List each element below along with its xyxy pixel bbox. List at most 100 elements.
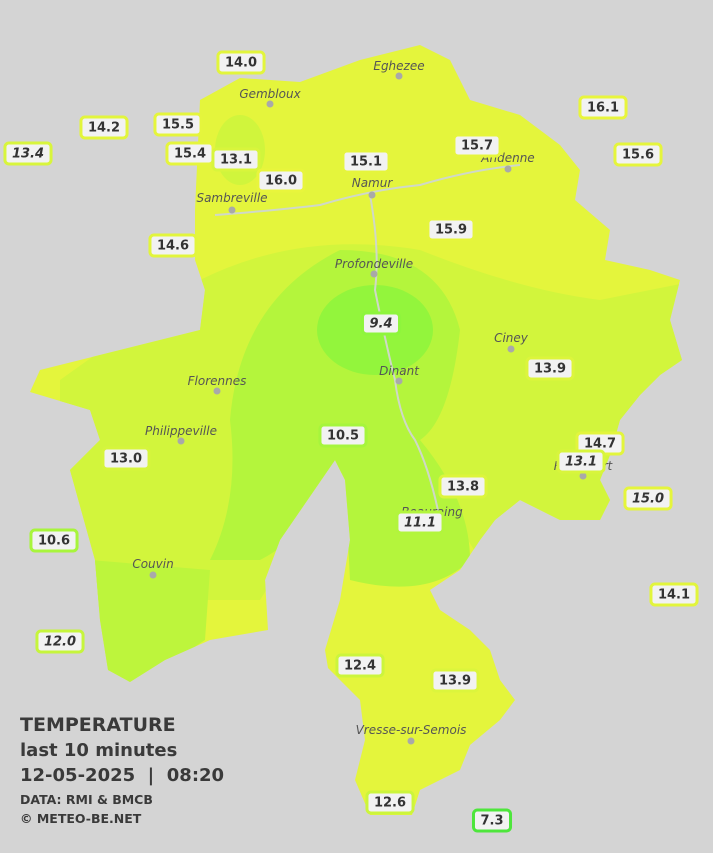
station: 7.3 [471,808,513,833]
station-value: 14.2 [88,121,120,136]
station-box [438,474,488,499]
station-value: 13.1 [565,455,597,470]
station-box [3,141,53,166]
station-box [452,133,502,158]
station: 13.9 [525,356,575,381]
station-value: 10.6 [38,534,70,549]
station-value: 14.0 [225,56,257,71]
station-box [525,356,575,381]
station: 14.0 [216,50,266,75]
station-value: 15.6 [622,148,654,163]
station-value: 13.8 [447,480,479,495]
station: 14.1 [649,582,699,607]
station: 15.1 [341,149,391,174]
station-box [101,446,151,471]
city-label: Sambreville [196,191,267,205]
station: 13.8 [438,474,488,499]
station-value: 16.0 [265,174,297,189]
station-box [365,790,415,815]
city-dot [213,387,221,395]
city-dot [266,100,274,108]
station-box [430,668,480,693]
station: 15.5 [153,112,203,137]
station-value: 7.3 [480,814,503,829]
station-value: 12.6 [374,796,406,811]
station-value: 15.5 [162,118,194,133]
station: 12.4 [335,653,385,678]
station-box [216,50,266,75]
station-value: 15.4 [174,147,206,162]
station-value: 11.1 [404,516,436,531]
city-label: Namur [352,176,394,190]
station-box [360,311,402,336]
station: 13.0 [101,446,151,471]
city-label: Vresse-sur-Semois [356,723,467,737]
station: 15.0 [623,486,673,511]
station: 13.9 [430,668,480,693]
station: 11.1 [395,510,445,535]
station-value: 12.4 [344,659,376,674]
city-label: Eghezee [373,59,424,73]
station: 14.6 [148,233,198,258]
station-value: 13.0 [110,452,142,467]
city-label: Couvin [132,557,173,571]
city-dot [228,206,236,214]
station-value: 13.1 [220,153,252,168]
station: 16.0 [256,168,306,193]
city-label: Florennes [188,374,247,388]
station: 15.4 [165,141,215,166]
station: 10.5 [318,423,368,448]
station: 12.0 [35,629,85,654]
station-value: 15.7 [461,139,493,154]
station-value: 13.4 [12,147,44,162]
station: 12.6 [365,790,415,815]
station-value: 15.0 [632,492,664,507]
station-box [471,808,513,833]
city-dot [149,571,157,579]
station-box [79,115,129,140]
station-box [318,423,368,448]
station-value: 16.1 [587,101,619,116]
source: DATA: RMI & BMCB [20,792,153,807]
station-value: 12.0 [44,635,76,650]
city-dot [504,165,512,173]
station-box [556,449,606,474]
station-value: 9.4 [369,317,392,332]
station-box [613,142,663,167]
station-box [256,168,306,193]
city-dot [368,191,376,199]
station: 15.9 [426,217,476,242]
station-box [426,217,476,242]
city-label: Profondeville [335,257,413,271]
station: 16.1 [578,95,628,120]
city-dot [395,72,403,80]
station: 13.1 [556,449,606,474]
station: 15.7 [452,133,502,158]
subtitle: last 10 minutes [20,740,177,761]
station-value: 13.9 [534,362,566,377]
city-label: Gembloux [239,87,301,101]
station-box [29,528,79,553]
city-dot [507,345,515,353]
station-box [335,653,385,678]
station: 13.1 [211,147,261,172]
city-dot [395,377,403,385]
city-dot [370,270,378,278]
station-value: 14.7 [584,437,616,452]
datetime: 12-05-2025 | 08:20 [20,765,224,786]
city-dot [579,472,587,480]
station-box [341,149,391,174]
city-label: Dinant [379,364,420,378]
city-label: Philippeville [145,424,217,438]
station: 9.4 [360,311,402,336]
city-dot [177,437,185,445]
station-value: 13.9 [439,674,471,689]
station-box [35,629,85,654]
station-box [395,510,445,535]
station-box [148,233,198,258]
station-value: 15.9 [435,223,467,238]
station: 10.6 [29,528,79,553]
station-value: 14.6 [157,239,189,254]
station: 14.7 [575,431,625,456]
